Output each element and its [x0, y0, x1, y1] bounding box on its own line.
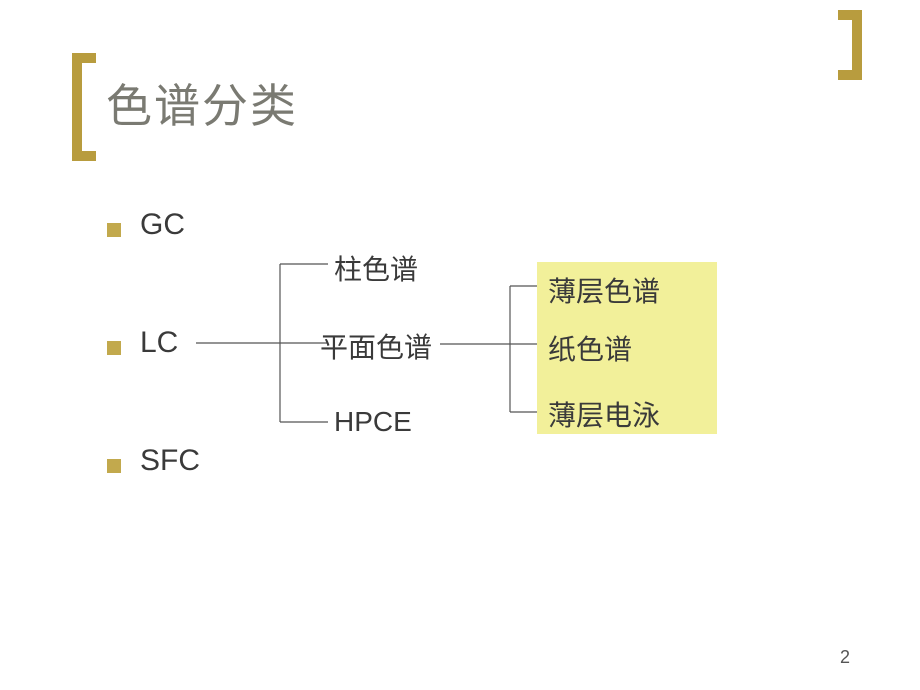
bullet-icon: [107, 459, 121, 473]
main-item-sfc: SFC: [140, 444, 200, 478]
planar-child-tlc: 薄层色谱: [548, 270, 660, 310]
page-number: 2: [840, 647, 850, 668]
slide-title: 色谱分类: [106, 70, 298, 136]
bullet-icon: [107, 341, 121, 355]
planar-child-paper: 纸色谱: [548, 328, 632, 368]
lc-child-planar: 平面色谱: [320, 326, 432, 366]
lc-child-hpce: HPCE: [334, 406, 412, 438]
title-left-bracket: [72, 53, 96, 161]
planar-child-tle: 薄层电泳: [548, 394, 660, 434]
main-item-gc: GC: [140, 208, 185, 242]
planar-bracket: [440, 270, 550, 430]
slide: 色谱分类 GC LC SFC 柱色谱 平面色谱 HPCE 薄层色谱 纸色谱 薄层…: [0, 0, 920, 690]
bullet-icon: [107, 223, 121, 237]
lc-child-column: 柱色谱: [334, 248, 418, 288]
main-item-lc: LC: [140, 326, 178, 360]
lc-bracket: [190, 248, 340, 438]
title-right-bracket: [838, 10, 862, 80]
